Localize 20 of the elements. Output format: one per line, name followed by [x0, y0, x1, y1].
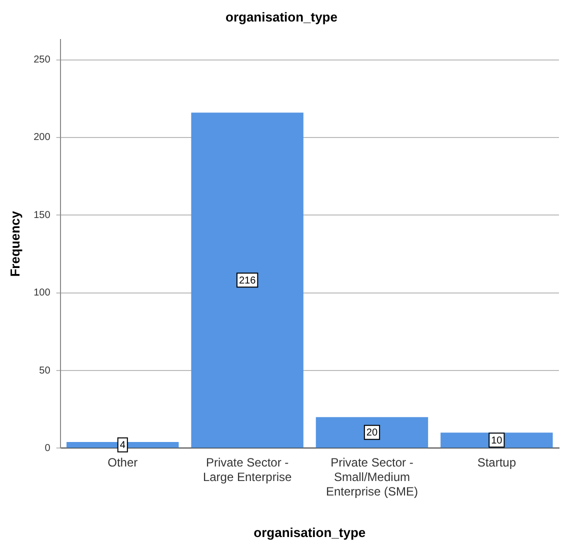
x-tick-label: Startup	[477, 456, 516, 470]
bar	[316, 417, 428, 448]
bar	[440, 432, 553, 448]
y-axis-title: Frequency	[7, 210, 22, 277]
y-tick-label: 0	[44, 442, 51, 454]
data-label: 20	[366, 428, 378, 439]
y-tick-label: 250	[34, 54, 51, 66]
data-label: 216	[238, 275, 256, 286]
data-label: 4	[120, 440, 126, 452]
x-tick-label: Private Sector - Small/Medium Enterprise (SME)	[326, 456, 418, 499]
y-tick-label: 200	[34, 132, 51, 144]
x-tick-label: Other	[108, 456, 138, 470]
x-tick-label: Private Sector - Large Enterprise	[202, 456, 292, 484]
x-axis-title: organisation_type	[254, 524, 366, 540]
data-label: 10	[491, 435, 503, 446]
y-tick-label: 50	[39, 365, 51, 376]
y-tick-label: 100	[34, 288, 51, 299]
bar	[191, 112, 304, 448]
chart-title: organisation_type	[226, 9, 338, 24]
y-tick-label: 150	[34, 210, 51, 221]
